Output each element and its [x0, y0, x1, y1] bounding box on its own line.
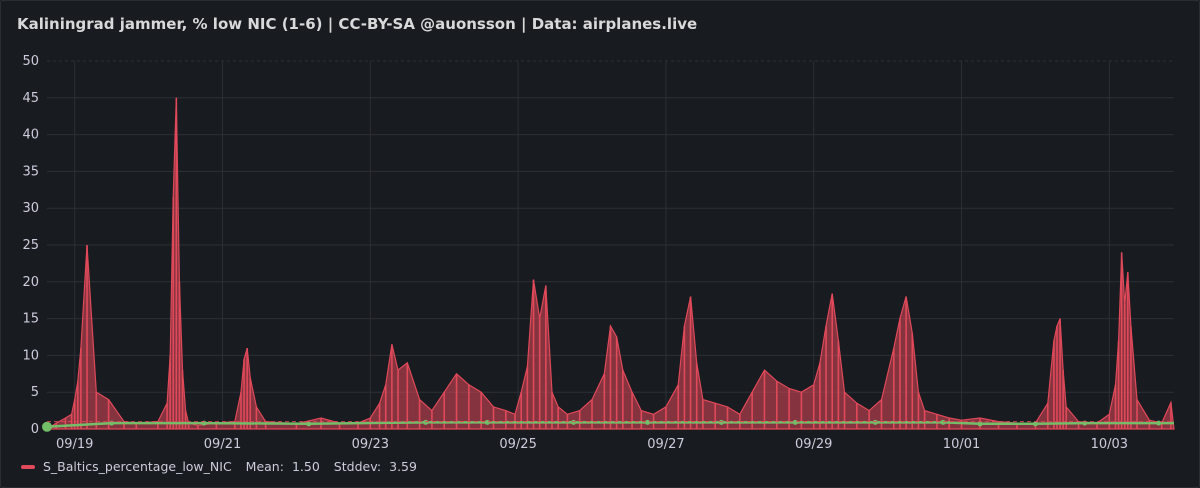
x-tick-label: 09/29: [795, 437, 832, 452]
legend-swatch[interactable]: [21, 464, 35, 469]
y-tick-label: 10: [22, 348, 39, 363]
x-tick-label: 10/01: [943, 437, 980, 452]
baseline-point: [1032, 421, 1038, 427]
legend: S_Baltics_percentage_low_NIC Mean: 1.50 …: [21, 459, 417, 474]
y-tick-label: 15: [22, 312, 39, 327]
legend-stddev-label: Stddev:: [333, 459, 382, 474]
x-tick-label: 09/25: [499, 437, 536, 452]
legend-mean-value: 1.50: [291, 459, 320, 474]
y-tick-label: 25: [22, 238, 39, 253]
baseline-point: [872, 419, 878, 425]
baseline-point: [423, 419, 429, 425]
panel-title: Kaliningrad jammer, % low NIC (1-6) | CC…: [17, 15, 698, 33]
baseline-point: [792, 419, 798, 425]
baseline-point: [571, 419, 577, 425]
chart-grid: [47, 60, 1174, 430]
y-tick-label: 35: [22, 164, 39, 179]
y-tick-label: 50: [22, 54, 39, 69]
x-axis: 09/19 09/21 09/23 09/25 09/27 09/29 10/01 10/03: [56, 437, 1128, 452]
y-tick-label: 30: [22, 201, 39, 216]
baseline-point: [644, 419, 650, 425]
y-tick-label: 40: [22, 128, 39, 143]
baseline-point: [1156, 420, 1162, 426]
x-tick-label: 09/23: [352, 437, 389, 452]
x-tick-label: 09/27: [647, 437, 684, 452]
x-tick-label: 09/19: [56, 437, 93, 452]
legend-stddev-value: 3.59: [389, 459, 417, 474]
y-tick-label: 0: [31, 422, 39, 437]
x-tick-label: 09/21: [204, 437, 241, 452]
y-axis: 0 5 10 15 20 25 30 35 40 45 50: [22, 54, 39, 437]
baseline-point: [306, 421, 312, 427]
y-tick-label: 5: [31, 385, 39, 400]
y-tick-label: 20: [22, 275, 39, 290]
legend-mean-label: Mean:: [245, 459, 284, 474]
series-low-nic[interactable]: [44, 97, 1175, 430]
x-tick-label: 10/03: [1091, 437, 1128, 452]
baseline-point: [940, 419, 946, 425]
baseline-point: [718, 419, 724, 425]
series-baseline: [42, 419, 1175, 432]
baseline-point: [977, 421, 983, 427]
baseline-point: [484, 419, 490, 425]
y-tick-label: 45: [22, 91, 39, 106]
baseline-point: [42, 421, 52, 432]
legend-series-name[interactable]: S_Baltics_percentage_low_NIC: [43, 459, 232, 474]
